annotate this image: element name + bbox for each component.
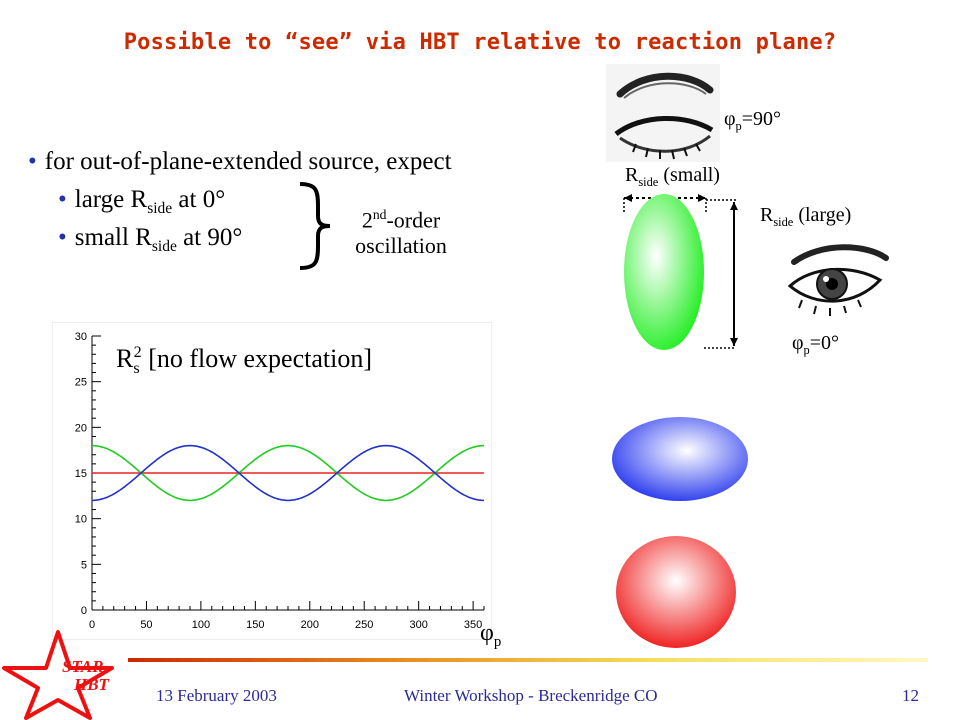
rside-pre: R — [625, 164, 639, 186]
phi-symbol: φ — [480, 620, 494, 646]
green-ellipse — [624, 194, 704, 350]
footer-event: Winter Workshop - Breckenridge CO — [404, 686, 658, 705]
footer-date: 13 February 2003 — [156, 686, 277, 705]
note-line1: 2nd-order — [336, 202, 466, 233]
note-pre: 2 — [361, 207, 373, 233]
series-line-blue — [91, 444, 485, 502]
footer-page: 12 — [902, 686, 919, 705]
x-tick-label: 50 — [140, 619, 152, 631]
y-tick-label: 5 — [81, 559, 87, 571]
slide-title: Possible to “see” via HBT relative to re… — [123, 30, 837, 55]
red-circle — [616, 536, 736, 648]
x-axis-symbol: φp — [480, 620, 501, 651]
x-tick-label: 350 — [464, 619, 482, 631]
star-hbt-logo-text: STAR HBT — [62, 658, 109, 694]
source-diagram — [623, 194, 738, 350]
chart-background — [52, 322, 492, 640]
rside-small-label: Rside (small) — [625, 164, 720, 190]
phi-90-label: φp=90° — [724, 108, 781, 134]
note-sup: nd — [372, 207, 387, 222]
phi-symbol: φ — [792, 332, 804, 354]
x-tick-label: 300 — [409, 619, 427, 631]
blue-ellipse-graphic — [612, 417, 748, 501]
plot-label-post: [no flow expectation] — [141, 344, 372, 373]
x-tick-label: 250 — [355, 619, 373, 631]
phi-value: =0° — [809, 332, 840, 354]
logo-line2: HBT — [74, 675, 109, 694]
blue-ellipse — [612, 417, 748, 501]
bullet-dot: • — [58, 186, 67, 213]
y-tick-label: 15 — [75, 468, 87, 480]
plot-label-sub: s — [133, 360, 140, 378]
y-tick-label: 20 — [75, 422, 87, 434]
x-tick-label: 100 — [192, 619, 210, 631]
bullet-sub: side — [147, 200, 173, 217]
bullet-text: for out-of-plane-extended source, expect — [44, 148, 452, 175]
bullet-post: at 0° — [172, 186, 226, 213]
phi-sub: p — [735, 119, 742, 133]
x-tick-label: 150 — [246, 619, 264, 631]
phi-sub: p — [493, 633, 502, 650]
bullet-post: at 90° — [176, 224, 243, 251]
plot-label: Rs2 [no flow expectation] — [116, 344, 372, 378]
note-line2: oscillation — [355, 233, 447, 259]
eye-closed-icon — [606, 64, 720, 162]
rside-pre: R — [760, 204, 774, 226]
bullet-small-rside: • small Rside at 90° — [58, 224, 242, 256]
footer-rule — [128, 658, 928, 662]
bullet-dot: • — [28, 148, 37, 175]
y-tick-label: 25 — [75, 377, 87, 389]
chart-lines — [91, 444, 485, 502]
logo-line1: STAR — [62, 657, 104, 676]
rside-large-label: Rside (large) — [760, 204, 851, 230]
bullet-large-rside: • large Rside at 0° — [58, 186, 225, 218]
eye-open-icon — [787, 244, 889, 316]
note-post: -order — [386, 207, 441, 233]
curly-brace-icon — [299, 182, 331, 270]
bullet-out-of-plane: • for out-of-plane-extended source, expec… — [28, 148, 452, 176]
bullet-pre: small R — [74, 224, 152, 251]
y-tick-label: 0 — [81, 605, 87, 617]
x-tick-label: 0 — [89, 619, 95, 631]
rside-sub: side — [638, 175, 659, 189]
x-tick-label: 200 — [301, 619, 319, 631]
phi-sub: p — [803, 343, 810, 357]
plot-label-sup: 2 — [133, 344, 142, 362]
rside-sub: side — [773, 215, 794, 229]
star-logo-icon — [2, 630, 114, 720]
phi-value: =90° — [741, 108, 782, 130]
bullet-pre: large R — [74, 186, 148, 213]
phi-0-label: φp=0° — [792, 332, 839, 358]
plot-label-pre: R — [116, 344, 134, 373]
bullet-sub: side — [151, 238, 177, 255]
y-tick-label: 30 — [75, 331, 87, 343]
rside-post: (small) — [658, 164, 720, 186]
rside-post: (large) — [793, 204, 852, 226]
oscillation-note: 2nd-order oscillation — [336, 202, 466, 259]
series-line-green — [91, 444, 485, 502]
bullet-dot: • — [58, 224, 67, 251]
red-circle-graphic — [616, 536, 736, 648]
phi-symbol: φ — [724, 108, 736, 130]
y-tick-label: 10 — [75, 514, 87, 526]
